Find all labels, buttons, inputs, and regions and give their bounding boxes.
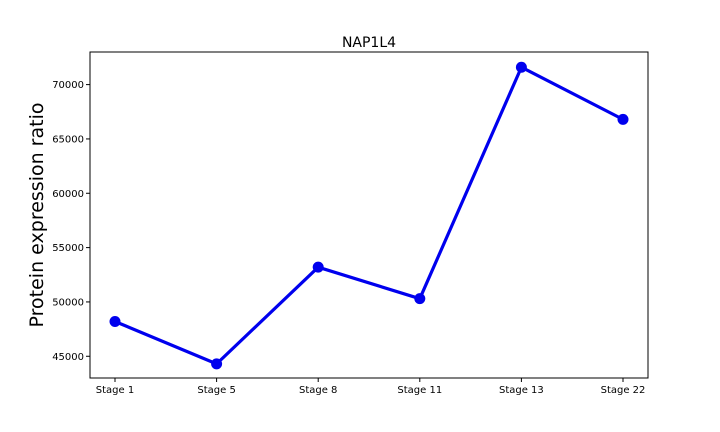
data-point [617,113,629,125]
y-tick-label: 45000 [52,352,84,363]
x-tick-label: Stage 11 [397,385,442,396]
y-tick-label: 70000 [52,80,84,91]
chart-title: NAP1L4 [342,35,396,51]
data-point [312,261,324,273]
x-tick-label: Stage 1 [96,385,134,396]
x-tick-label: Stage 5 [197,385,235,396]
data-point [109,315,121,327]
x-tick-label: Stage 13 [499,385,544,396]
x-axis-ticks: Stage 1 Stage 5 Stage 8 Stage 11 Stage 13 Sta… [96,378,646,396]
plot-area [89,51,649,379]
data-point [414,293,426,305]
y-tick-label: 60000 [52,189,84,200]
series-line [113,65,625,366]
data-series [109,61,629,370]
y-axis-label: Protein expression ratio [26,103,48,328]
data-point [211,358,223,370]
y-tick-label: 65000 [52,134,84,145]
y-tick-label: 50000 [52,297,84,308]
y-axis-ticks: 45000 50000 55000 60000 65000 70000 [52,80,90,363]
x-tick-label: Stage 8 [299,385,337,396]
x-tick-label: Stage 22 [601,385,646,396]
data-point [515,61,527,73]
y-tick-label: 55000 [52,243,84,254]
